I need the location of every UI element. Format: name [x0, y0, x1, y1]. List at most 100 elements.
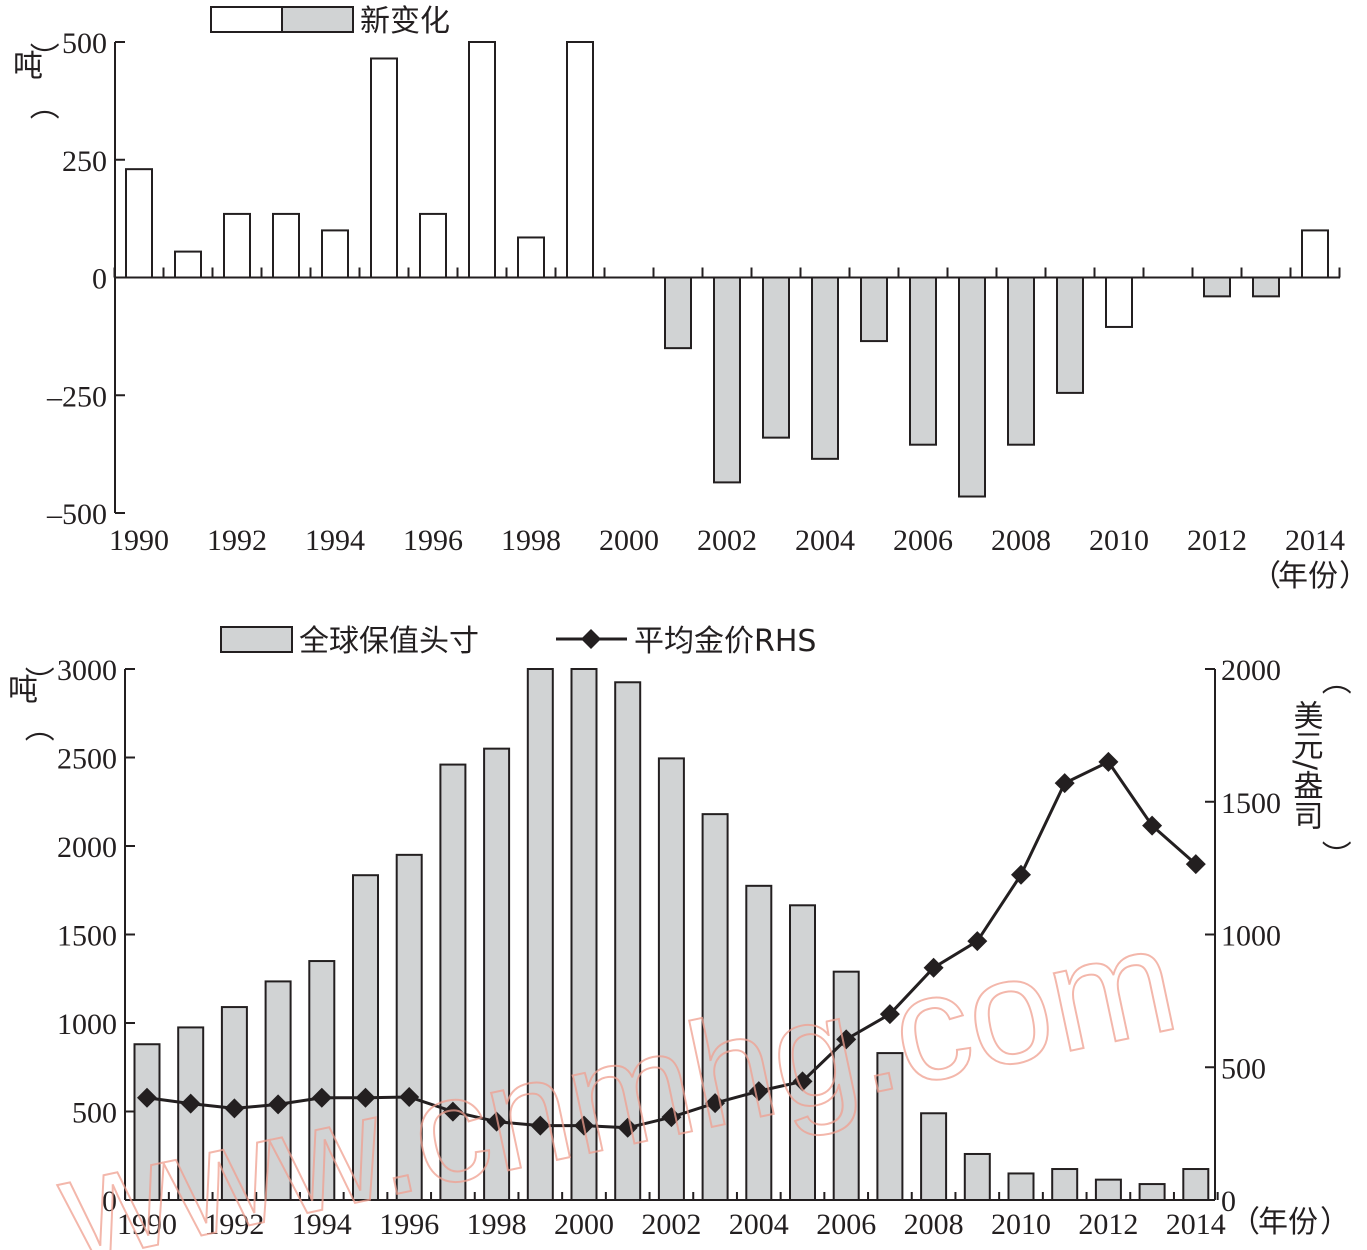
gold-price-marker — [311, 1087, 332, 1108]
left-axis-unit-label: 吨 — [8, 673, 38, 708]
hedge-book-bars — [133, 668, 1210, 1202]
gold-price-marker — [1054, 773, 1075, 794]
x-tick-label: 1996 — [403, 524, 463, 557]
hedge-book-legend: 全球保值头寸 平均金价RHS — [220, 624, 816, 659]
left-y-tick-label: 3000 — [57, 654, 117, 687]
hedge-book-bar — [963, 1152, 991, 1201]
net-change-bar — [419, 212, 447, 279]
net-change-y-ticks: 500 250 0 –250 –500 — [46, 27, 125, 531]
hedge-book-bar — [439, 763, 467, 1202]
x-tick-label: 1998 — [501, 524, 561, 557]
hedge-book-x-ticks: 1990 1992 1994 1996 1998 2000 2002 2004 2006 2008… — [117, 1192, 1226, 1241]
bottom-x-tick-label: 2004 — [729, 1208, 789, 1241]
net-change-bar — [713, 276, 741, 484]
hedge-book-bar — [1094, 1178, 1122, 1202]
gold-price-marker — [355, 1087, 376, 1108]
legend-label-hedge-book: 全球保值头寸 — [299, 624, 479, 659]
left-y-tick-label: 1500 — [57, 920, 117, 953]
gold-price-marker — [442, 1101, 463, 1122]
gold-price-marker — [967, 931, 988, 952]
bottom-x-tick-label: 1990 — [117, 1208, 177, 1241]
bottom-x-tick-label: 2006 — [816, 1208, 876, 1241]
hedge-book-bar — [920, 1112, 948, 1202]
bottom-x-tick-label: 1992 — [204, 1208, 264, 1241]
gold-price-line — [137, 751, 1206, 1138]
gold-price-marker — [399, 1086, 420, 1107]
x-tick-label: 2006 — [893, 524, 953, 557]
net-change-bar — [909, 276, 937, 446]
net-change-bar — [125, 168, 153, 279]
net-change-bar — [321, 229, 349, 279]
gold-price-marker — [617, 1117, 638, 1138]
gold-price-marker — [1098, 751, 1119, 772]
gold-price-marker — [879, 1004, 900, 1025]
left-y-tick-label: 2500 — [57, 743, 117, 776]
bottom-x-tick-label: 2008 — [904, 1208, 964, 1241]
net-change-bar — [223, 212, 251, 279]
legend-swatch-white — [210, 6, 283, 33]
y-tick-label: 500 — [62, 27, 107, 60]
gold-price-marker — [180, 1093, 201, 1114]
gold-price-marker — [224, 1098, 245, 1119]
gold-price-marker — [1142, 815, 1163, 836]
gold-price-marker — [486, 1111, 507, 1132]
net-change-bar — [860, 276, 888, 343]
gold-price-marker — [661, 1107, 682, 1128]
hedge-book-right-y-ticks: 0 500 1000 1500 2000 — [1205, 654, 1281, 1218]
y-axis-paren-close: ） — [25, 42, 60, 72]
net-change-bar — [174, 250, 202, 279]
left-y-tick-label: 2000 — [57, 831, 117, 864]
gold-price-marker — [748, 1081, 769, 1102]
net-change-x-ticks: 1990 1992 1994 1996 1998 2000 2002 2004 2006 2008… — [109, 267, 1345, 557]
y-tick-label: –500 — [46, 498, 107, 531]
net-change-bar — [468, 41, 496, 279]
right-y-tick-label: 1500 — [1221, 787, 1281, 820]
x-tick-label: 2000 — [599, 524, 659, 557]
net-change-bar — [517, 236, 545, 279]
net-change-bar — [566, 41, 594, 279]
x-tick-label: 2004 — [795, 524, 855, 557]
y-tick-label: 0 — [92, 263, 107, 296]
y-axis-paren-open: （ — [25, 90, 60, 120]
y-tick-label: –250 — [46, 380, 107, 413]
hedge-book-bar — [352, 874, 379, 1202]
x-tick-label: 2008 — [991, 524, 1051, 557]
net-change-bar — [370, 57, 398, 279]
right-axis-paren-close: ） — [1317, 840, 1352, 870]
gold-price-marker — [836, 1029, 857, 1050]
legend-label-gold-price: 平均金价RHS — [634, 624, 816, 659]
hedge-book-left-y-ticks: 0 500 1000 1500 2000 2500 3000 — [57, 654, 135, 1218]
bottom-x-axis-title-year: （ 年份 ） — [1230, 1205, 1350, 1240]
x-tick-label: 1992 — [207, 524, 267, 557]
bottom-x-axis-title: 年份 — [1258, 1205, 1318, 1240]
net-change-bar — [664, 276, 692, 350]
x-axis-paren-close: ） — [1339, 559, 1367, 594]
legend-label-net-change: 新变化 — [360, 4, 450, 39]
right-axis-paren-open: （ — [1317, 665, 1352, 695]
bottom-x-tick-label: 1996 — [379, 1208, 439, 1241]
bottom-x-axis-paren-open: （ — [1230, 1205, 1260, 1240]
bottom-x-tick-label: 2014 — [1166, 1208, 1226, 1241]
net-change-legend: 新变化 — [210, 4, 450, 39]
x-tick-label: 2014 — [1285, 524, 1345, 557]
hedge-book-bar — [1182, 1168, 1210, 1202]
net-change-bar — [1056, 276, 1084, 394]
x-tick-label: 2010 — [1089, 524, 1149, 557]
gold-price-marker — [137, 1087, 157, 1108]
hedge-book-chart: 全球保值头寸 平均金价RHS 吨 （ ） （ 美元/盎司 ） 0 500 1000 1… — [8, 624, 1352, 1241]
net-change-bar — [958, 276, 986, 498]
gold-price-marker — [792, 1071, 813, 1092]
net-change-bar — [762, 276, 790, 439]
right-y-tick-label: 2000 — [1221, 654, 1281, 687]
hedge-book-bar — [308, 960, 336, 1201]
net-change-bar — [1301, 229, 1329, 279]
left-axis-title-tons: 吨 （ ） — [8, 666, 55, 742]
x-tick-label: 1990 — [109, 524, 169, 557]
x-tick-label: 1994 — [305, 524, 365, 557]
gold-price-marker — [574, 1115, 594, 1136]
net-change-bars — [125, 41, 1329, 498]
right-axis-title: 美元/盎司 — [1288, 700, 1323, 830]
gold-price-marker — [705, 1093, 726, 1114]
gold-price-marker — [268, 1094, 289, 1115]
